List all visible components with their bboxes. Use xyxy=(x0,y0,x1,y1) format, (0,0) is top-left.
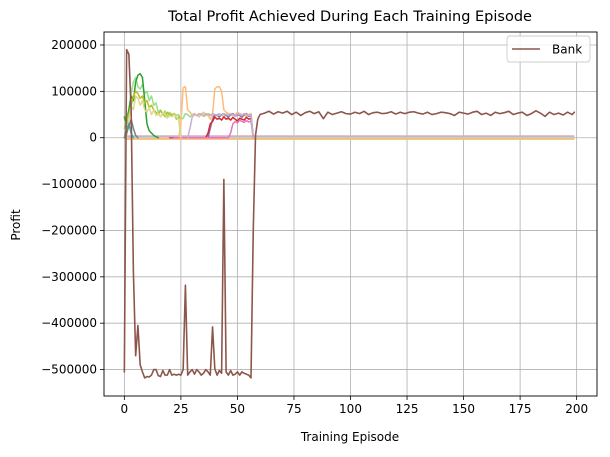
x-tick-label: 150 xyxy=(452,402,475,416)
y-tick-label: −300000 xyxy=(41,270,97,284)
y-axis-title: Profit xyxy=(9,209,23,241)
series-line xyxy=(123,72,160,139)
legend-label-bank: Bank xyxy=(552,43,582,57)
series-line-bank xyxy=(123,48,576,379)
series-line xyxy=(186,112,255,139)
y-tick-label: 100000 xyxy=(51,84,97,98)
x-axis-title: Training Episode xyxy=(300,430,399,444)
series-line xyxy=(125,95,182,139)
y-tick-label: −500000 xyxy=(41,363,97,377)
x-tick-label: 125 xyxy=(396,402,419,416)
ticks: 0 25 50 75 100 125 150 175 200 −500000 −400000 −300… xyxy=(41,38,588,416)
series-line xyxy=(123,90,182,139)
x-tick-label: 200 xyxy=(565,402,588,416)
y-tick-label: −100000 xyxy=(41,177,97,191)
x-tick-label: 50 xyxy=(230,402,245,416)
x-tick-label: 175 xyxy=(509,402,532,416)
series-group xyxy=(123,48,576,379)
y-tick-label: 200000 xyxy=(51,38,97,52)
x-tick-label: 75 xyxy=(286,402,301,416)
legend: Bank xyxy=(506,35,591,63)
y-tick-label: −400000 xyxy=(41,316,97,330)
x-tick-label: 25 xyxy=(173,402,188,416)
y-tick-label: −200000 xyxy=(41,223,97,237)
chart-title: Total Profit Achieved During Each Traini… xyxy=(167,9,532,25)
y-tick-label: 0 xyxy=(89,131,97,145)
x-tick-label: 0 xyxy=(121,402,129,416)
legend-box xyxy=(506,35,591,63)
x-tick-label: 100 xyxy=(339,402,362,416)
